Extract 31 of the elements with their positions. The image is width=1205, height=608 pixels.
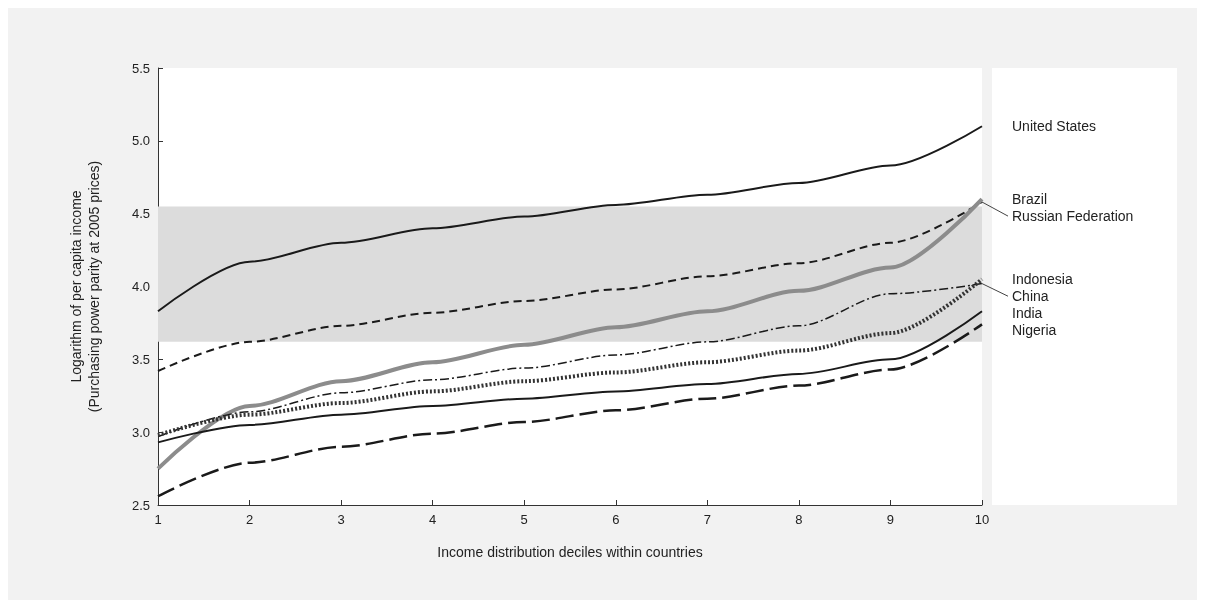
x-tick-label: 3 (337, 512, 345, 527)
line-series (156, 323, 984, 498)
x-tick-label: 9 (886, 512, 895, 527)
text: Nigeria (1012, 322, 1057, 339)
x-axis-title: Income distribution deciles within countries (437, 544, 703, 560)
text: Russian Federation (1012, 208, 1134, 225)
y-tick-label: 4.5 (131, 206, 150, 222)
y-axis-title: Logarithm of per capita income (Purchasing power parity at 2005 prices) (68, 160, 102, 413)
text: India (1012, 305, 1043, 322)
text: United States (1012, 118, 1097, 135)
y-tick-label: 2.5 (131, 497, 150, 513)
x-tick-label: 1 (154, 512, 162, 527)
y-tick-label: 3.5 (131, 351, 150, 367)
text: China (1012, 288, 1049, 305)
text: Brazil (1012, 191, 1048, 208)
x-tick-label: 10 (974, 512, 990, 527)
x-tick-label: 7 (703, 512, 711, 527)
y-tick-label: 4.0 (131, 279, 150, 294)
x-tick-label: 6 (612, 512, 620, 527)
line-series (156, 197, 984, 471)
y-tick-label: 5.0 (131, 133, 150, 149)
text: Indonesia (1012, 271, 1073, 288)
y-tick-label: 5.5 (131, 60, 150, 76)
line-series (157, 201, 983, 372)
x-tick-label: 4 (429, 512, 437, 527)
x-tick-label: 2 (245, 512, 254, 527)
x-tick-label: 5 (520, 512, 528, 527)
line-series (157, 125, 983, 313)
y-tick-label: 3.0 (131, 424, 150, 440)
x-tick-label: 8 (795, 512, 803, 527)
line-series (157, 310, 983, 444)
